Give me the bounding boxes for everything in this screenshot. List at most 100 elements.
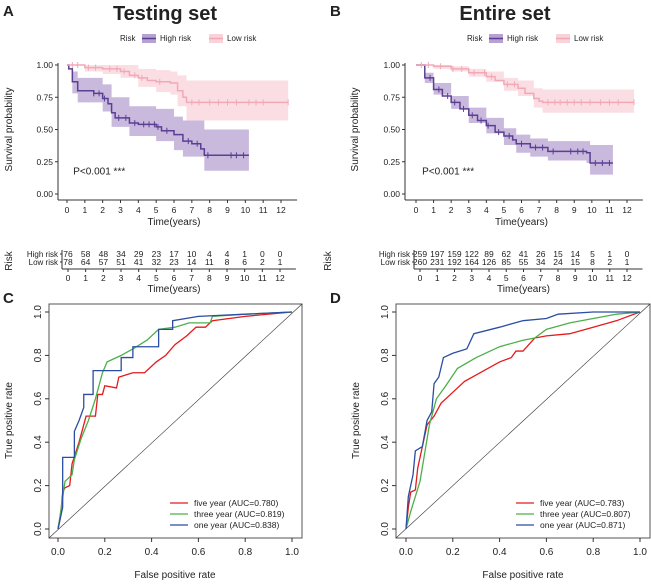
risk-table-x-tick-label: 4 (136, 273, 141, 283)
y-tick-label: 0.75 (383, 92, 400, 102)
legend-label: Low risk (227, 34, 257, 43)
risk-table-x-tick-label: 2 (101, 273, 106, 283)
roc-curve (57, 311, 293, 530)
risk-table-cell: 29 (134, 249, 144, 259)
risk-table-cell: 1 (607, 249, 612, 259)
legend-label: High risk (507, 34, 539, 43)
x-axis-label: Time(years) (495, 217, 548, 228)
plot-frame (48, 303, 303, 539)
risk-table-cell: 0 (278, 249, 283, 259)
risk-table-cell: 32 (152, 257, 162, 267)
x-tick-label: 10 (587, 205, 597, 215)
risk-table-cell: 159 (447, 249, 461, 259)
risk-table-cell: 4 (207, 249, 212, 259)
x-tick-label: 8 (207, 205, 212, 215)
risk-table-cell: 89 (484, 249, 494, 259)
risk-table-x-tick-label: 1 (83, 273, 88, 283)
risk-table-x-tick-label: 0 (418, 273, 423, 283)
risk-table-cell: 78 (63, 257, 73, 267)
y-tick-label: 0.75 (36, 92, 53, 102)
x-tick-label: 9 (225, 205, 230, 215)
x-tick-label: 0.4 (493, 547, 507, 558)
risk-table-cell: 58 (81, 249, 91, 259)
y-tick-label: 0.25 (383, 157, 400, 167)
risk-table-cell: 17 (169, 249, 179, 259)
risk-table-x-tick-label: 10 (240, 273, 250, 283)
x-axis-label: Time(years) (148, 217, 201, 228)
risk-table-cell: 55 (519, 257, 529, 267)
x-tick-label: 1.0 (285, 547, 299, 558)
x-tick-label: 9 (572, 205, 577, 215)
risk-table-cell: 259 (413, 249, 427, 259)
p-value-annotation: P<0.001 *** (422, 167, 474, 178)
legend-label: three year (AUC=0.819) (194, 509, 285, 519)
risk-table-cell: 1 (278, 257, 283, 267)
x-tick-label: 5 (154, 205, 159, 215)
roc-curve (405, 311, 641, 530)
survival-curve (416, 64, 635, 104)
legend-title: Risk (120, 34, 137, 43)
diagonal-reference-line (48, 303, 303, 539)
risk-table-cell: 11 (205, 257, 214, 267)
y-tick-label: 0.8 (33, 348, 44, 362)
risk-table-cell: 23 (152, 249, 162, 259)
risk-table-x-tick-label: 11 (258, 273, 267, 283)
x-tick-label: 0.4 (145, 547, 159, 558)
p-value-annotation: P<0.001 *** (73, 167, 125, 178)
panel-label-b: B (330, 3, 341, 20)
y-tick-label: 0.50 (383, 125, 400, 135)
risk-table-row-label: Low risk (29, 258, 59, 267)
risk-table-cell: 23 (169, 257, 179, 267)
x-tick-label: 2 (100, 205, 105, 215)
chart-title-entire: Entire set (459, 3, 550, 25)
risk-table-x-axis-label: Time(years) (497, 284, 550, 295)
legend-label: Low risk (574, 34, 604, 43)
risk-table-x-tick-label: 9 (573, 273, 578, 283)
x-axis-label: False positive rate (482, 570, 564, 581)
y-axis-label: Survival probability (4, 88, 15, 172)
x-tick-label: 5 (502, 205, 507, 215)
risk-table-x-tick-label: 4 (487, 273, 492, 283)
x-tick-label: 6 (519, 205, 524, 215)
risk-table-title: Risk (323, 250, 334, 270)
y-tick-label: 0.2 (33, 478, 44, 492)
risk-table-x-tick-label: 12 (275, 273, 285, 283)
x-tick-label: 11 (605, 205, 614, 215)
y-axis-label: True positive rate (4, 382, 15, 459)
risk-table-x-tick-label: 7 (189, 273, 194, 283)
y-tick-label: 0.2 (380, 478, 391, 492)
risk-table-x-tick-label: 12 (622, 273, 632, 283)
risk-table-cell: 231 (430, 257, 444, 267)
x-tick-label: 4 (484, 205, 489, 215)
x-tick-label: 12 (622, 205, 632, 215)
survival-curve (67, 64, 289, 104)
risk-table-x-tick-label: 6 (172, 273, 177, 283)
risk-table-cell: 62 (502, 249, 512, 259)
risk-table-x-tick-label: 3 (469, 273, 474, 283)
x-tick-label: 0.6 (539, 547, 553, 558)
x-tick-label: 1.0 (633, 547, 647, 558)
risk-table-row-label: High risk (27, 250, 59, 259)
confidence-band (416, 65, 613, 175)
panel-label-a: A (3, 3, 14, 20)
x-tick-label: 7 (189, 205, 194, 215)
roc-curve (405, 311, 641, 530)
risk-table-cell: 24 (553, 257, 563, 267)
risk-table-cell: 0 (625, 249, 630, 259)
chart-title-testing: Testing set (113, 3, 217, 25)
y-tick-label: 0.4 (380, 435, 391, 449)
risk-table-cell: 10 (187, 249, 197, 259)
y-tick-label: 0.0 (33, 522, 44, 536)
risk-table-x-tick-label: 11 (605, 273, 614, 283)
risk-table-cell: 1 (242, 249, 247, 259)
x-tick-label: 0 (414, 205, 419, 215)
x-tick-label: 0.0 (51, 547, 65, 558)
y-axis-label: Survival probability (350, 88, 361, 172)
y-tick-label: 0.6 (33, 391, 44, 405)
y-tick-label: 0.50 (36, 125, 53, 135)
legend-label: one year (AUC=0.838) (194, 520, 279, 530)
risk-table-title: Risk (4, 250, 15, 270)
roc-curve (405, 311, 640, 530)
risk-table-cell: 14 (187, 257, 197, 267)
